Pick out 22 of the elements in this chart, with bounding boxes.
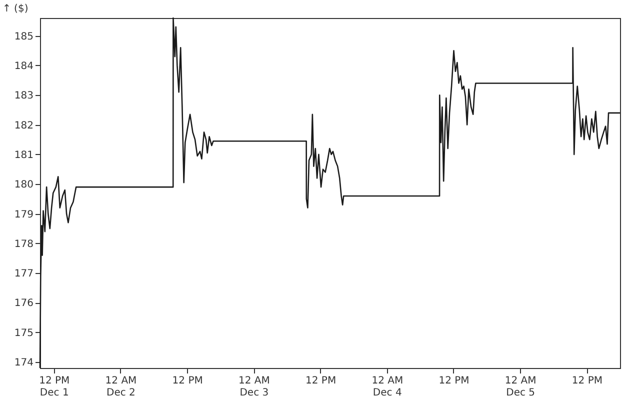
y-axis-title: ↑ ($) <box>2 4 28 14</box>
y-tick-label: 180 <box>14 180 34 191</box>
y-tick-label: 184 <box>14 60 34 72</box>
y-tick-label: 176 <box>14 298 34 310</box>
x-tick-label: 12 AM Dec 4 <box>372 376 404 398</box>
y-tick-label: 177 <box>14 268 34 280</box>
x-tick-label: 12 AM Dec 2 <box>105 376 137 398</box>
y-tick-label: 179 <box>14 209 34 220</box>
x-tick-label: 12 AM Dec 5 <box>504 376 536 398</box>
x-tick-label: 12 PM Dec 1 <box>39 376 70 398</box>
x-tick-label: 12 PM <box>172 376 203 386</box>
y-tick-label: 181 <box>14 150 34 161</box>
y-tick-label: 182 <box>14 120 34 132</box>
x-tick-label: 12 PM <box>306 376 336 386</box>
y-tick-label: 174 <box>14 358 34 369</box>
y-tick-label: 183 <box>14 90 34 102</box>
y-tick-label: 185 <box>14 31 34 42</box>
x-tick-label: 12 PM <box>572 376 602 386</box>
y-tick-label: 178 <box>14 238 34 250</box>
x-tick-label: 12 AM Dec 3 <box>238 376 270 398</box>
y-tick-label: 175 <box>14 328 34 339</box>
x-tick-label: 12 PM <box>438 376 470 386</box>
